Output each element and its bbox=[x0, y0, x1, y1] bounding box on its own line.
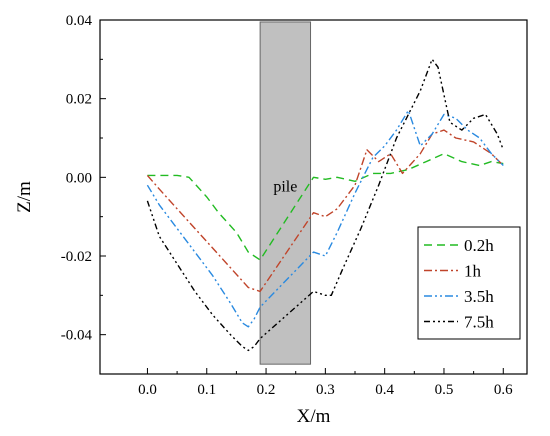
legend-label: 3.5h bbox=[464, 287, 494, 306]
legend-label: 7.5h bbox=[464, 313, 494, 332]
legend-label: 0.2h bbox=[464, 236, 494, 255]
pile-annotation: pile bbox=[259, 21, 312, 365]
legend-box bbox=[417, 226, 521, 340]
x-axis-ticks: 0.0 0.1 0.2 0.3 0.4 0.5 0.6 bbox=[138, 368, 513, 398]
x-tick-label: 0.1 bbox=[197, 382, 216, 398]
legend: 0.2h 1h 3.5h 7.5h bbox=[417, 226, 521, 340]
y-tick-label: 0.04 bbox=[66, 13, 93, 29]
x-tick-label: 0.3 bbox=[316, 382, 335, 398]
x-axis-label: X/m bbox=[297, 406, 331, 427]
x-tick-label: 0.4 bbox=[375, 382, 394, 398]
pile-rect bbox=[259, 21, 312, 365]
series-line-2 bbox=[146, 109, 504, 328]
y-axis-label: Z/m bbox=[14, 181, 35, 213]
series-line-0 bbox=[147, 152, 504, 261]
y-tick-label: 0.00 bbox=[66, 170, 92, 186]
y-tick-label: -0.04 bbox=[61, 328, 93, 344]
plot-frame bbox=[99, 19, 528, 375]
y-axis-ticks: 0.04 0.02 0.00 -0.02 -0.04 bbox=[61, 13, 106, 375]
legend-label: 1h bbox=[464, 262, 482, 281]
y-tick-label: -0.02 bbox=[61, 249, 92, 265]
x-tick-label: 0.6 bbox=[494, 382, 513, 398]
x-tick-label: 0.2 bbox=[257, 382, 276, 398]
x-tick-label: 0.5 bbox=[435, 382, 454, 398]
y-tick-label: 0.02 bbox=[66, 92, 92, 108]
x-tick-label: 0.0 bbox=[138, 382, 157, 398]
series-layer bbox=[146, 58, 504, 352]
pile-label: pile bbox=[273, 178, 297, 195]
